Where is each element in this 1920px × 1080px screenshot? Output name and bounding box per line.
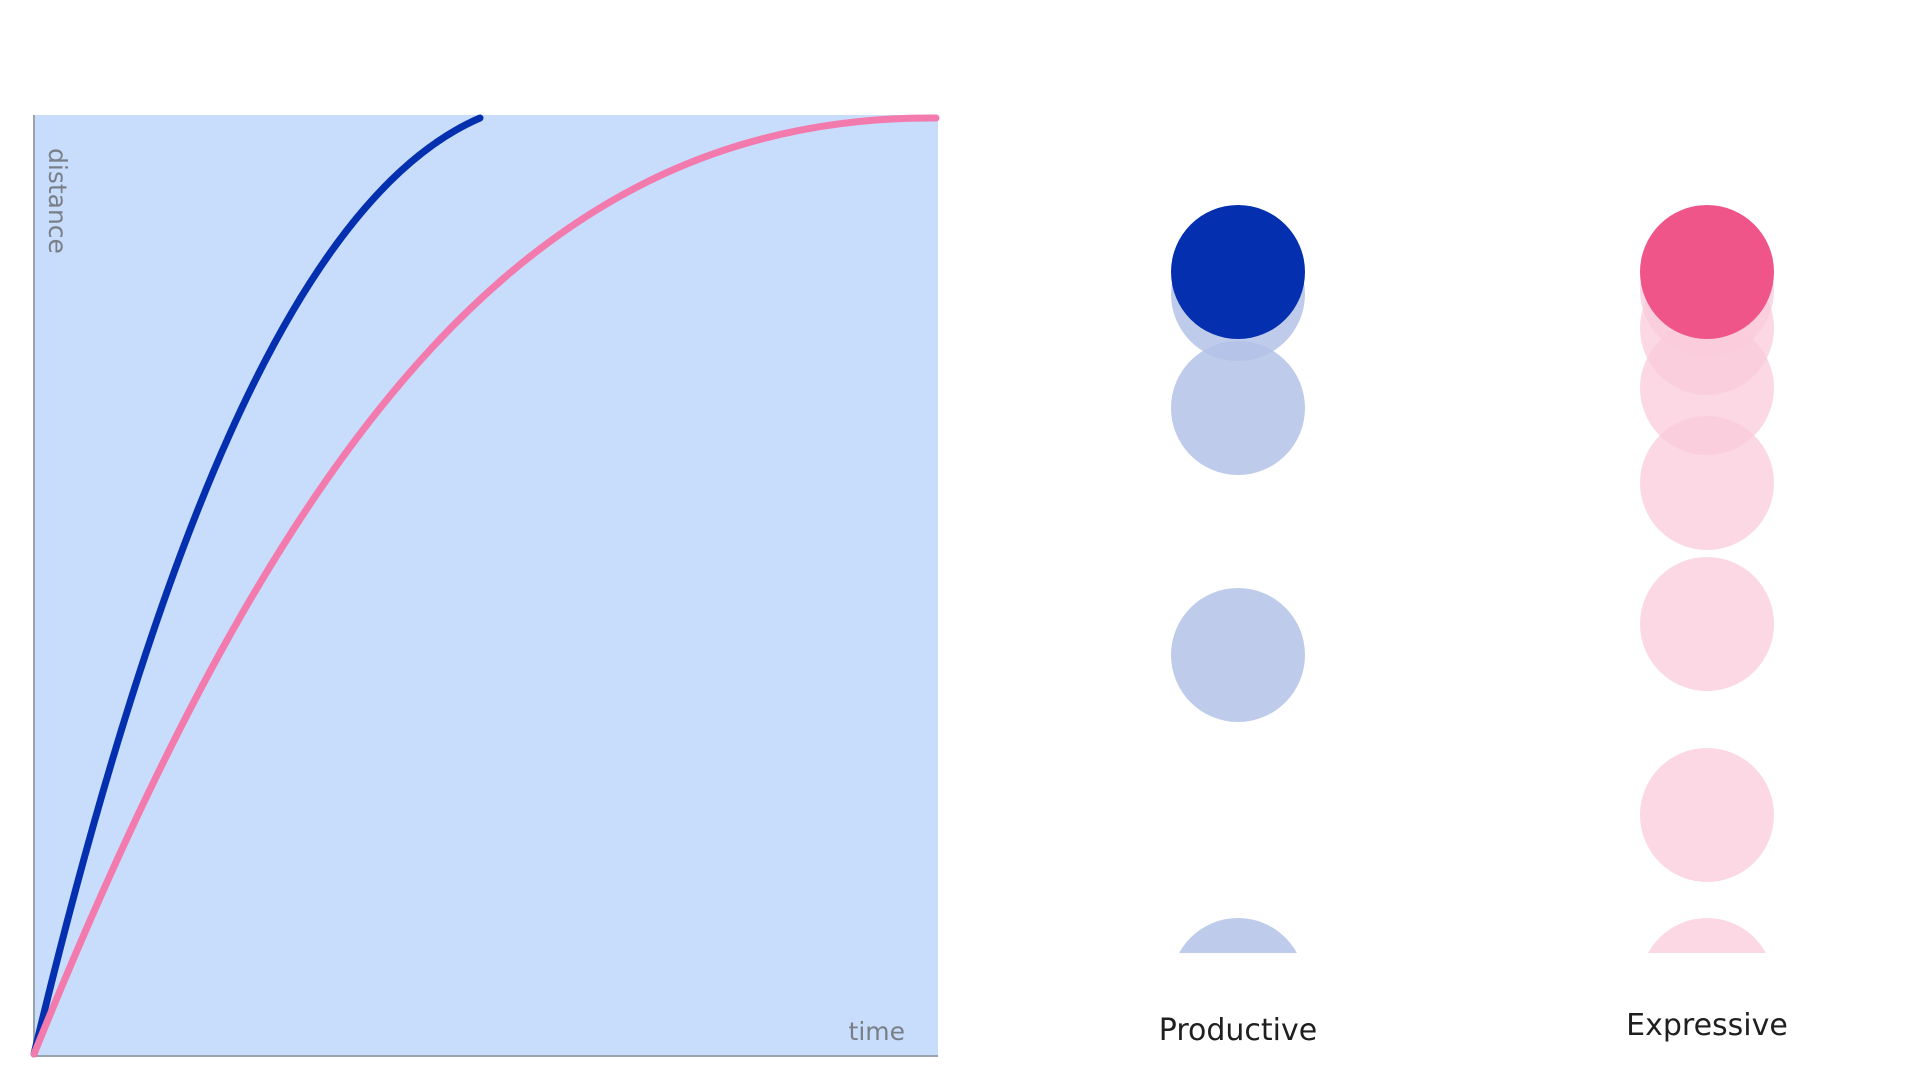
y-axis-label: distance [43,148,72,254]
expressive-curve [30,114,940,1058]
expressive-ghost-ball [1640,416,1774,550]
graph-background [34,115,938,1055]
productive-motion-trail [1171,205,1305,953]
expressive-motion-trail [1640,205,1774,953]
productive-ghost-ball [1171,341,1305,475]
x-axis-label: time [849,1017,905,1046]
productive-ghost-ball [1171,588,1305,722]
expressive-ghost-ball [1640,557,1774,691]
expressive-ghost-ball [1648,918,1766,953]
expressive-label: Expressive [1626,1008,1788,1043]
productive-ghost-ball [1179,918,1297,953]
expressive-ball [1640,205,1774,339]
productive-label: Productive [1159,1013,1317,1048]
expressive-ghost-ball [1640,748,1774,882]
productive-ball [1171,205,1305,339]
productive-curve [30,114,484,1058]
